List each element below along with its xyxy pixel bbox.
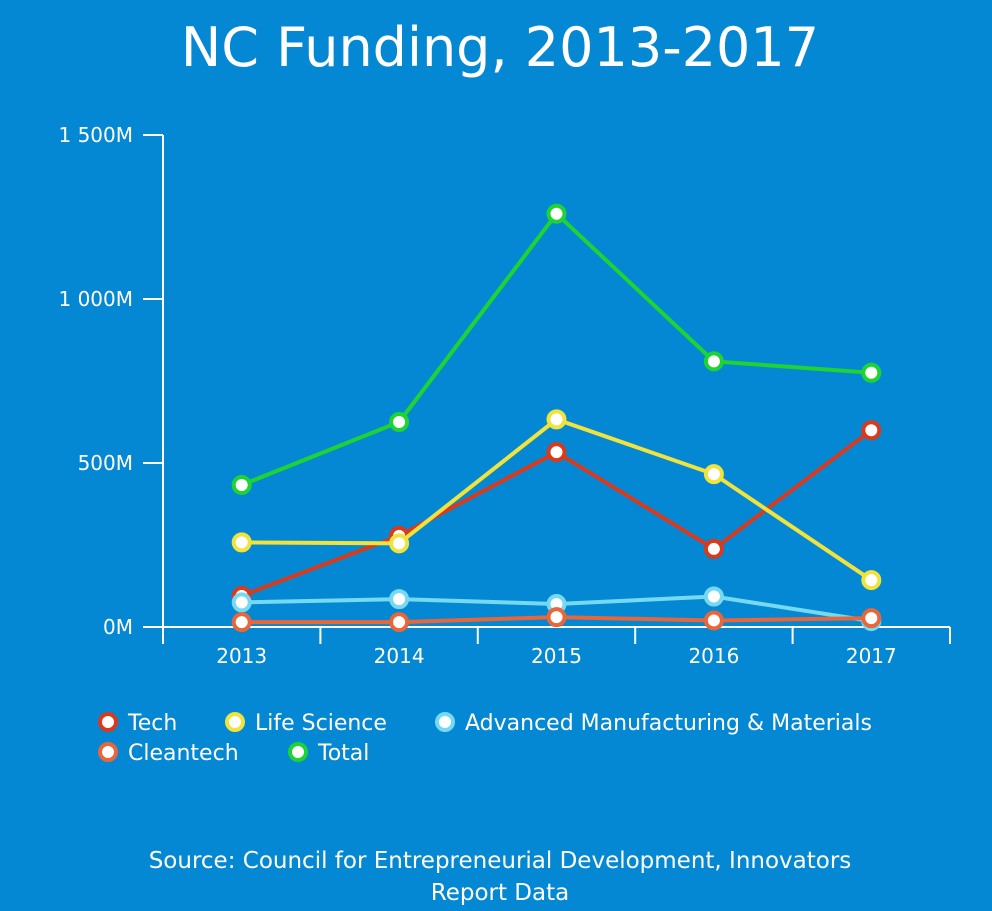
legend-label: Tech [127, 711, 177, 736]
legend-item: Advanced Manufacturing & Materials [435, 711, 872, 736]
data-point [546, 203, 567, 224]
y-tick-label: 500M [78, 451, 133, 475]
legend: Tech Life Science Advanced Manufacturing &… [98, 711, 872, 766]
series-lines [231, 203, 882, 633]
legend-item: Total [288, 741, 369, 766]
legend-marker [435, 712, 455, 732]
y-tick-label: 1 000M [58, 287, 133, 311]
source-line-2: Report Data [431, 880, 569, 906]
data-point [703, 538, 724, 559]
legend-label: Life Science [255, 711, 387, 736]
data-point [861, 570, 882, 591]
data-point [703, 464, 724, 485]
x-tick-label: 2013 [216, 644, 267, 668]
data-point [231, 532, 252, 553]
x-tick-label: 2015 [531, 644, 582, 668]
x-tick-label: 2014 [374, 644, 425, 668]
data-point [703, 610, 724, 631]
legend-item: Tech [98, 711, 177, 736]
data-point [389, 533, 410, 554]
legend-marker [288, 742, 308, 762]
legend-marker [225, 712, 245, 732]
legend-item: Life Science [225, 711, 387, 736]
data-point [546, 442, 567, 463]
series-cleantech [231, 607, 882, 633]
x-tick-label: 2016 [688, 644, 739, 668]
data-point [861, 420, 882, 441]
data-point [861, 608, 882, 629]
legend-marker [98, 712, 118, 732]
data-point [861, 362, 882, 383]
y-tick-label: 1 500M [58, 123, 133, 147]
legend-item: Cleantech [98, 741, 239, 766]
data-point [703, 586, 724, 607]
data-point [231, 612, 252, 633]
series-life-science [231, 409, 882, 591]
source-line-1: Source: Council for Entrepreneurial Deve… [149, 848, 852, 874]
data-point [389, 412, 410, 432]
legend-marker [98, 742, 118, 762]
data-point [703, 351, 724, 372]
axes: 0M 500M 1 000M 1 500M 2013 2014 2015 2016 2017 [58, 123, 951, 668]
legend-label: Advanced Manufacturing & Materials [465, 711, 872, 736]
data-point [231, 592, 252, 613]
x-tick-label: 2017 [846, 644, 897, 668]
data-point [546, 607, 567, 628]
data-point [546, 409, 567, 430]
chart-title: NC Funding, 2013-2017 [181, 16, 819, 79]
legend-label: Cleantech [128, 741, 239, 766]
data-point [389, 612, 410, 633]
data-point [231, 474, 252, 495]
series-total [231, 203, 882, 495]
y-tick-label: 0M [103, 615, 133, 639]
data-point [389, 589, 410, 610]
legend-label: Total [317, 741, 369, 766]
